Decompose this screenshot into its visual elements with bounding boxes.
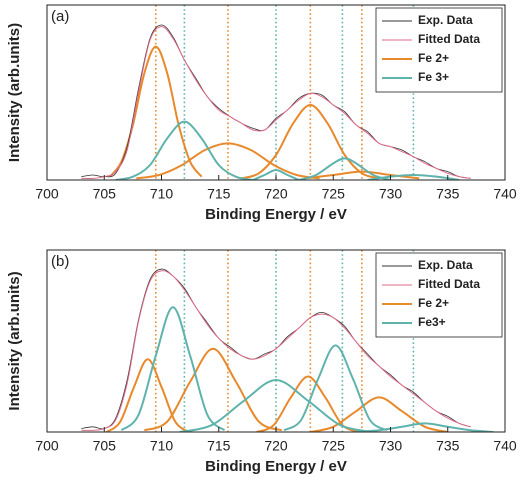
x-tick-label: 705 <box>93 186 117 202</box>
component-peak <box>241 103 380 180</box>
component-peak <box>367 173 460 180</box>
x-tick-label: 720 <box>264 438 288 454</box>
component-peak <box>283 344 388 432</box>
panel-label: (b) <box>51 253 69 270</box>
panel: 700 705 710 715 720 725 730 735 740 Binding Energ… <box>6 4 517 223</box>
x-tick-label: 700 <box>35 186 59 202</box>
x-tick-label: 730 <box>379 438 403 454</box>
legend-label: Exp. Data <box>418 258 473 272</box>
component-peak <box>298 157 391 180</box>
component-peak <box>252 168 300 180</box>
x-tick-label: 710 <box>150 438 174 454</box>
legend-label: Exp. Data <box>418 13 473 27</box>
x-tick-label: 735 <box>436 438 460 454</box>
legend-label: Fe 2+ <box>418 51 449 65</box>
legend-label: Fitted Data <box>418 277 480 291</box>
fit-line <box>81 270 471 431</box>
legend-label: Fe 3+ <box>418 70 449 84</box>
x-tick-label: 710 <box>150 186 174 202</box>
y-axis-label: Intensity (arb.units) <box>6 271 23 410</box>
x-tick-label: 730 <box>379 186 403 202</box>
component-peak <box>179 378 373 432</box>
x-tick-label: 715 <box>207 438 231 454</box>
component-peak <box>120 306 226 432</box>
legend-label: Fe 2+ <box>418 296 449 310</box>
x-axis-label: Binding Energy / eV <box>205 206 347 223</box>
component-peak <box>109 45 203 178</box>
x-tick-label: 705 <box>93 438 117 454</box>
x-tick-label: 700 <box>35 438 59 454</box>
legend-label: Fitted Data <box>418 32 480 46</box>
component-peak <box>115 120 254 180</box>
exp-line <box>81 24 471 179</box>
legend-label: Fe3+ <box>418 315 446 329</box>
component-peak <box>136 142 320 180</box>
panel: 700 705 710 715 720 725 730 735 740 Binding Energ… <box>6 249 517 475</box>
x-tick-label: 740 <box>493 186 517 202</box>
x-tick-label: 725 <box>322 186 346 202</box>
x-tick-label: 715 <box>207 186 231 202</box>
panel-label: (a) <box>51 8 69 25</box>
component-peak <box>105 358 190 432</box>
x-tick-label: 735 <box>436 186 460 202</box>
component-peak <box>143 347 283 432</box>
x-tick-label: 725 <box>322 438 346 454</box>
component-peak <box>310 396 448 432</box>
x-tick-label: 720 <box>264 186 288 202</box>
fit-line <box>81 26 471 179</box>
component-peak <box>356 422 494 432</box>
y-axis-label: Intensity (arb.units) <box>6 23 23 162</box>
x-tick-label: 740 <box>493 438 517 454</box>
plot-area <box>81 5 471 180</box>
x-axis-label: Binding Energy / eV <box>205 458 347 475</box>
